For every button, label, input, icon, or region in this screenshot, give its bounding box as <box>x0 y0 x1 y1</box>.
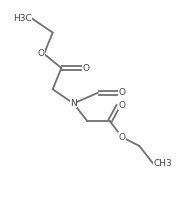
Text: O: O <box>119 101 125 110</box>
Text: O: O <box>82 64 89 73</box>
Text: O: O <box>119 133 125 142</box>
Text: N: N <box>70 99 77 108</box>
Text: H3C: H3C <box>13 14 32 23</box>
Text: CH3: CH3 <box>153 159 172 168</box>
Text: O: O <box>119 88 125 97</box>
Text: O: O <box>37 49 44 58</box>
